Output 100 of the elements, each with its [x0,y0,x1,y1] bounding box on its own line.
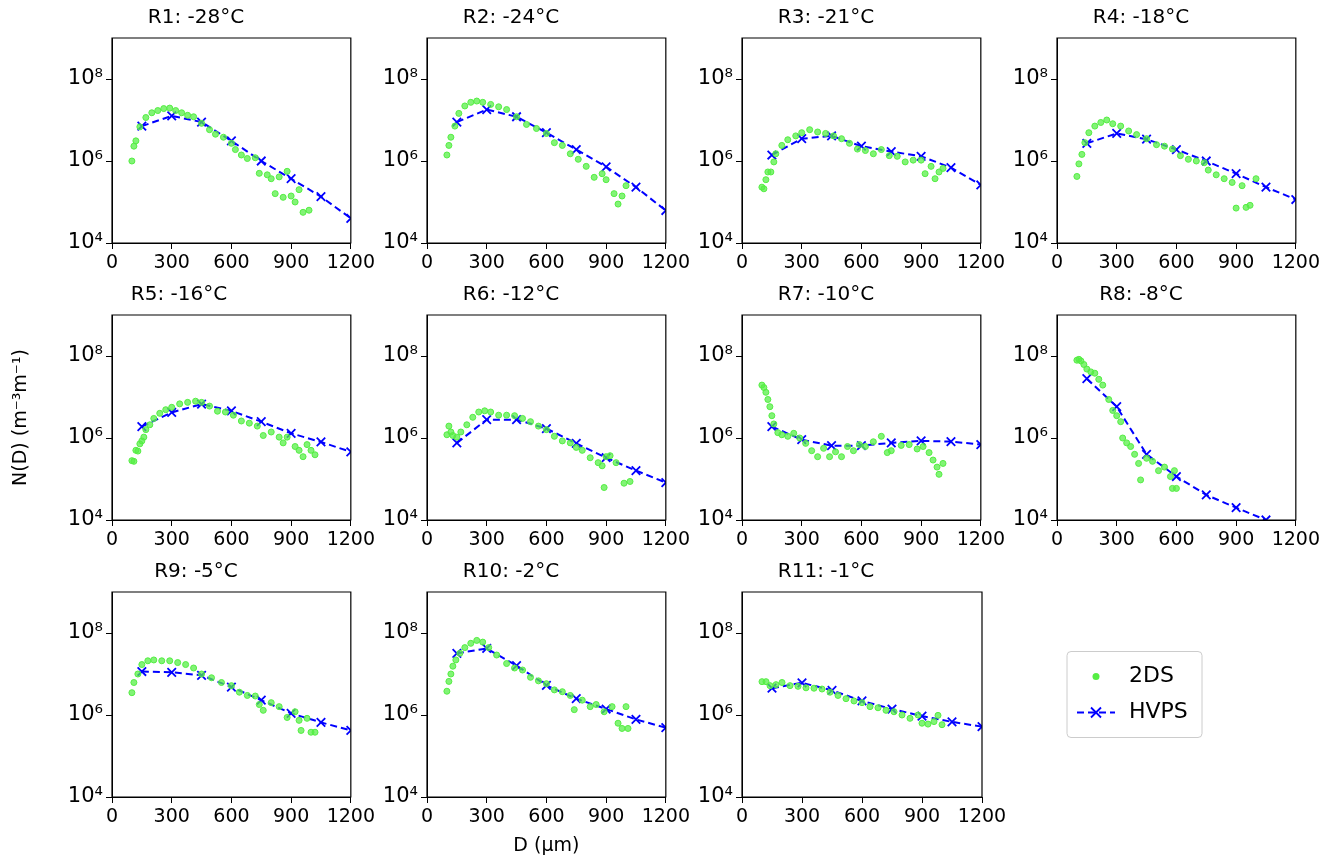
y-tick-label: 10⁶ [697,701,733,726]
chart-title: R6: -12°C [462,281,560,306]
y-tick-label: 10⁶ [1012,147,1048,172]
y-tick-label: 10⁶ [67,424,103,449]
y-tick-label: 10⁶ [67,701,103,726]
x-tick-label: 1200 [1271,527,1320,550]
x-tick-label: 1200 [1271,250,1320,273]
y-tick-label: 10⁸ [697,65,733,90]
y-tick-label: 10⁴ [67,506,103,531]
x-tick-label: 1200 [641,527,690,550]
y-tick-label: 10⁴ [697,783,733,808]
x-tick-label: 600 [843,250,880,273]
x-tick-label: 1200 [956,250,1005,273]
x-tick-label: 600 [528,527,565,550]
y-tick-label: 10⁴ [67,229,103,254]
y-tick-label: 10⁴ [697,229,733,254]
x-tick-label: 600 [528,250,565,273]
x-tick-label: 900 [272,527,310,550]
x-tick-label: 600 [843,527,880,550]
x-tick-label: 1200 [957,804,1007,827]
x-tick-label: 0 [1050,527,1064,550]
x-tick-label: 900 [1217,527,1255,550]
y-tick-label: 10⁶ [1012,424,1048,449]
legend-label: HVPS [1129,698,1188,724]
x-tick-label: 300 [783,804,821,827]
x-axis-title: D (µm) [513,832,580,855]
x-tick-label: 1200 [326,250,375,273]
x-tick-label: 1200 [326,804,375,827]
y-tick-label: 10⁸ [382,65,418,90]
x-tick-label: 900 [272,250,310,273]
y-tick-label: 10⁸ [1012,342,1048,367]
x-tick-label: 600 [1158,527,1195,550]
x-tick-label: 0 [735,250,749,273]
chart-title: R4: -18°C [1092,4,1190,29]
x-tick-label: 1200 [956,527,1005,550]
x-tick-label: 0 [420,804,434,827]
x-tick-label: 300 [468,804,505,827]
x-tick-label: 300 [783,527,820,550]
y-tick-label: 10⁶ [382,424,418,449]
y-tick-label: 10⁸ [67,342,103,367]
x-tick-label: 0 [1050,250,1064,273]
y-tick-label: 10⁴ [382,229,418,254]
y-tick-label: 10⁴ [697,506,733,531]
x-tick-label: 0 [735,527,749,550]
y-tick-label: 10⁸ [1012,65,1048,90]
chart-title: R9: -5°C [154,558,238,583]
x-tick-label: 300 [153,250,190,273]
x-tick-label: 900 [1217,250,1255,273]
x-tick-label: 900 [587,804,625,827]
y-tick-label: 10⁴ [1012,506,1048,531]
x-tick-label: 0 [105,527,119,550]
y-tick-label: 10⁴ [67,783,103,808]
x-tick-label: 0 [420,527,434,550]
chart-title: R11: -1°C [777,558,875,583]
x-tick-label: 900 [902,527,940,550]
x-tick-label: 0 [105,804,119,827]
x-tick-label: 1200 [326,527,375,550]
x-tick-label: 1200 [641,250,690,273]
x-tick-label: 600 [843,804,881,827]
x-tick-label: 600 [528,804,565,827]
y-tick-label: 10⁴ [382,506,418,531]
chart-title: R1: -28°C [147,4,245,29]
y-tick-label: 10⁶ [67,147,103,172]
x-tick-label: 0 [105,250,119,273]
x-tick-label: 600 [213,804,250,827]
y-tick-label: 10⁸ [697,619,733,644]
y-tick-label: 10⁸ [67,619,103,644]
x-tick-label: 300 [468,250,505,273]
y-axis-title: N(D) (m⁻³m⁻¹) [8,349,31,486]
x-tick-label: 900 [903,804,941,827]
x-tick-label: 600 [213,250,250,273]
chart-title: R7: -10°C [777,281,875,306]
chart-title: R2: -24°C [462,4,560,29]
y-tick-label: 10⁴ [382,783,418,808]
y-tick-label: 10⁴ [1012,229,1048,254]
x-tick-label: 0 [735,804,749,827]
x-tick-label: 900 [272,804,310,827]
y-tick-label: 10⁸ [382,342,418,367]
y-tick-label: 10⁸ [697,342,733,367]
chart-title: R10: -2°C [462,558,560,583]
y-tick-label: 10⁸ [382,619,418,644]
x-tick-label: 900 [587,527,625,550]
x-tick-label: 900 [902,250,940,273]
legend-label: 2DS [1129,662,1174,688]
x-tick-label: 300 [783,250,820,273]
chart-title: R3: -21°C [777,4,875,29]
y-tick-label: 10⁶ [382,701,418,726]
x-tick-label: 0 [420,250,434,273]
y-tick-label: 10⁶ [697,147,733,172]
y-tick-label: 10⁶ [697,424,733,449]
x-tick-label: 300 [1098,527,1135,550]
x-tick-label: 300 [153,804,190,827]
x-tick-label: 900 [587,250,625,273]
y-tick-label: 10⁸ [67,65,103,90]
chart-title: R8: -8°C [1099,281,1183,306]
x-tick-label: 1200 [641,804,690,827]
x-tick-label: 600 [1158,250,1195,273]
y-tick-label: 10⁶ [382,147,418,172]
x-tick-label: 300 [1098,250,1135,273]
chart-title: R5: -16°C [130,281,228,306]
